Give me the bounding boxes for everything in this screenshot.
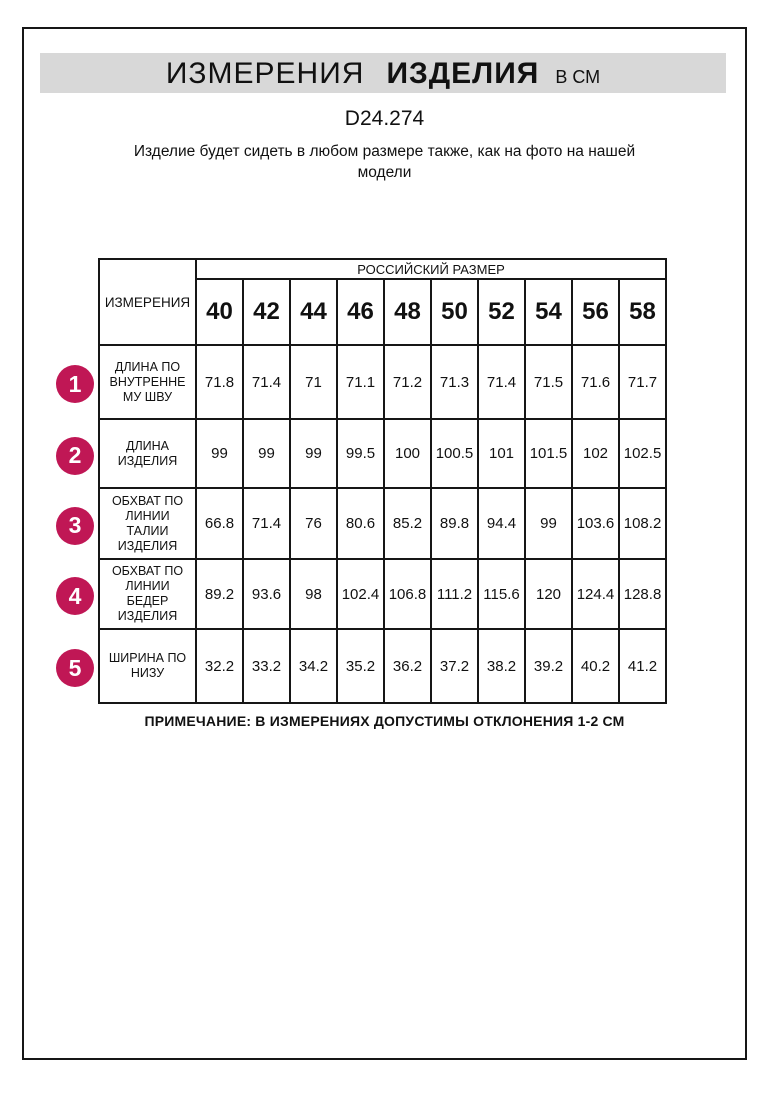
- measurement-value-cell: 100: [383, 418, 432, 489]
- page-title-unit: В СМ: [555, 67, 601, 87]
- measurement-value-cell: 66.8: [195, 487, 244, 560]
- measurement-value-cell: 100.5: [430, 418, 479, 489]
- measurement-value-cell: 36.2: [383, 628, 432, 704]
- measurement-value-cell: 99: [289, 418, 338, 489]
- size-header-cell: 48: [383, 278, 432, 346]
- document-page: ИЗМЕРЕНИЯ ИЗДЕЛИЯ В СМ D24.274 Изделие б…: [22, 27, 747, 1060]
- measurement-value-cell: 35.2: [336, 628, 385, 704]
- measurement-value-cell: 115.6: [477, 558, 526, 630]
- page-title-word2: ИЗДЕЛИЯ: [386, 57, 540, 90]
- measurement-row: ШИРИНА ПО НИЗУ 32.2 33.2 34.2 35.2 36.2 37.2 38…: [98, 628, 668, 704]
- measurement-value-cell: 102.4: [336, 558, 385, 630]
- article-number: D24.274: [344, 107, 425, 130]
- measurement-row: ОБХВАТ ПО ЛИНИИ ТАЛИИ ИЗДЕЛИЯ 66.8 71.4 76 8…: [98, 487, 668, 560]
- measurement-value-cell: 99: [524, 487, 573, 560]
- measurement-value-cell: 34.2: [289, 628, 338, 704]
- measurement-value-cell: 94.4: [477, 487, 526, 560]
- measurement-value-cell: 108.2: [617, 487, 668, 560]
- measurement-value-cell: 40.2: [571, 628, 620, 704]
- row-number-badge: 2: [56, 436, 94, 475]
- measurement-row: ДЛИНА ПО ВНУТРЕННЕ МУ ШВУ 71.8 71.4 71 71.1 7…: [98, 344, 668, 420]
- page-title-word1: ИЗМЕРЕНИЯ: [165, 57, 365, 90]
- measurement-value-cell: 71.4: [477, 344, 526, 420]
- measurement-value-cell: 80.6: [336, 487, 385, 560]
- row-number-badge: 4: [56, 577, 94, 615]
- measurement-value-cell: 39.2: [524, 628, 573, 704]
- row-number-badge: 5: [56, 649, 94, 687]
- measurement-label-cell: ДЛИНА ИЗДЕЛИЯ: [98, 418, 197, 489]
- size-header-cell: 52: [477, 278, 526, 346]
- measurement-value-cell: 33.2: [242, 628, 291, 704]
- measurement-value-cell: 99.5: [336, 418, 385, 489]
- measurement-value-cell: 85.2: [383, 487, 432, 560]
- measurement-label-cell: ОБХВАТ ПО ЛИНИИ БЕДЕР ИЗДЕЛИЯ: [98, 558, 197, 630]
- measurement-value-cell: 38.2: [477, 628, 526, 704]
- measurement-value-cell: 71.1: [336, 344, 385, 420]
- size-group-header: РОССИЙСКИЙ РАЗМЕР: [194, 258, 668, 280]
- measurement-value-cell: 99: [195, 418, 244, 489]
- measurement-row: ДЛИНА ИЗДЕЛИЯ 99 99 99 99.5 100 100.5 101 101.5 1…: [98, 418, 668, 489]
- measurement-value-cell: 71.2: [383, 344, 432, 420]
- fit-note: Изделие будет сидеть в любом размере так…: [133, 143, 636, 181]
- measurement-value-cell: 71: [289, 344, 338, 420]
- measurement-value-cell: 102.5: [617, 418, 668, 489]
- measurement-value-cell: 71.8: [195, 344, 244, 420]
- size-header-cell: 54: [524, 278, 573, 346]
- measurement-value-cell: 103.6: [571, 487, 620, 560]
- measurement-value-cell: 101.5: [524, 418, 573, 489]
- size-header-cell: 46: [336, 278, 385, 346]
- measurement-value-cell: 71.5: [524, 344, 573, 420]
- measurements-table: ИЗМЕРЕНИЯ РОССИЙСКИЙ РАЗМЕР 40 42 44 46 48 50 52…: [98, 258, 668, 704]
- row-number-badge: 3: [56, 506, 94, 545]
- measurement-value-cell: 71.4: [242, 344, 291, 420]
- measurement-value-cell: 71.7: [617, 344, 668, 420]
- size-header-cell: 50: [430, 278, 479, 346]
- measurement-label-cell: ДЛИНА ПО ВНУТРЕННЕ МУ ШВУ: [98, 344, 197, 420]
- measurement-value-cell: 106.8: [383, 558, 432, 630]
- measurement-value-cell: 99: [242, 418, 291, 489]
- measurement-label-cell: ОБХВАТ ПО ЛИНИИ ТАЛИИ ИЗДЕЛИЯ: [98, 487, 197, 560]
- size-header-cell: 42: [242, 278, 291, 346]
- measurement-value-cell: 71.3: [430, 344, 479, 420]
- size-header-cell: 40: [195, 278, 244, 346]
- measurement-value-cell: 93.6: [242, 558, 291, 630]
- table-corner-header: ИЗМЕРЕНИЯ: [98, 258, 197, 346]
- measurement-value-cell: 102: [571, 418, 620, 489]
- measurement-value-cell: 89.2: [195, 558, 244, 630]
- measurement-value-cell: 128.8: [617, 558, 668, 630]
- title-bar: ИЗМЕРЕНИЯ ИЗДЕЛИЯ В СМ: [40, 53, 726, 93]
- size-header-cell: 56: [571, 278, 620, 346]
- tolerance-footnote: ПРИМЕЧАНИЕ: В ИЗМЕРЕНИЯХ ДОПУСТИМЫ ОТКЛО…: [144, 713, 625, 729]
- measurement-value-cell: 41.2: [617, 628, 668, 704]
- measurement-value-cell: 98: [289, 558, 338, 630]
- row-number-badge: 1: [56, 365, 94, 403]
- measurement-row: ОБХВАТ ПО ЛИНИИ БЕДЕР ИЗДЕЛИЯ 89.2 93.6 98 1…: [98, 558, 668, 630]
- measurement-value-cell: 32.2: [195, 628, 244, 704]
- measurement-value-cell: 111.2: [430, 558, 479, 630]
- measurement-value-cell: 101: [477, 418, 526, 489]
- measurement-value-cell: 89.8: [430, 487, 479, 560]
- measurement-value-cell: 37.2: [430, 628, 479, 704]
- measurement-value-cell: 71.4: [242, 487, 291, 560]
- size-header-cell: 58: [617, 278, 668, 346]
- size-header-cell: 44: [289, 278, 338, 346]
- measurement-label-cell: ШИРИНА ПО НИЗУ: [98, 628, 197, 704]
- measurement-value-cell: 76: [289, 487, 338, 560]
- measurement-value-cell: 124.4: [571, 558, 620, 630]
- measurement-value-cell: 71.6: [571, 344, 620, 420]
- measurement-value-cell: 120: [524, 558, 573, 630]
